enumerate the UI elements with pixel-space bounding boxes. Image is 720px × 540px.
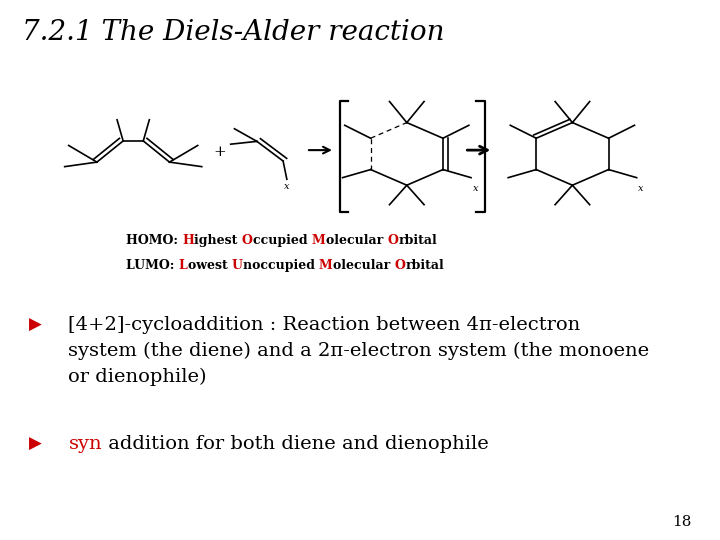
Text: +: +: [213, 145, 226, 159]
Text: O: O: [395, 259, 405, 272]
Text: olecular: olecular: [333, 259, 395, 272]
Text: x: x: [638, 184, 644, 193]
Text: olecular: olecular: [325, 234, 387, 247]
Text: [4+2]-cycloaddition : Reaction between 4π-electron
system (the diene) and a 2π-e: [4+2]-cycloaddition : Reaction between 4…: [68, 316, 649, 386]
Text: M: M: [312, 234, 325, 247]
Text: owest: owest: [187, 259, 232, 272]
Text: HOMO:: HOMO:: [126, 234, 182, 247]
Text: ighest: ighest: [194, 234, 242, 247]
Text: M: M: [319, 259, 333, 272]
Text: LUMO:: LUMO:: [126, 259, 179, 272]
Text: addition for both diene and dienophile: addition for both diene and dienophile: [102, 435, 489, 453]
Text: x: x: [472, 184, 478, 193]
Text: rbital: rbital: [398, 234, 437, 247]
Text: syn: syn: [68, 435, 102, 453]
Text: H: H: [182, 234, 194, 247]
Text: x: x: [284, 182, 289, 191]
Text: rbital: rbital: [405, 259, 444, 272]
Text: 18: 18: [672, 515, 691, 529]
Text: noccupied: noccupied: [243, 259, 319, 272]
Text: 7.2.1 The Diels-Alder reaction: 7.2.1 The Diels-Alder reaction: [22, 19, 444, 46]
Text: O: O: [387, 234, 398, 247]
Text: O: O: [242, 234, 253, 247]
Text: ▶: ▶: [29, 316, 42, 334]
Text: ▶: ▶: [29, 435, 42, 453]
Text: ccupied: ccupied: [253, 234, 312, 247]
Text: U: U: [232, 259, 243, 272]
Text: L: L: [179, 259, 187, 272]
